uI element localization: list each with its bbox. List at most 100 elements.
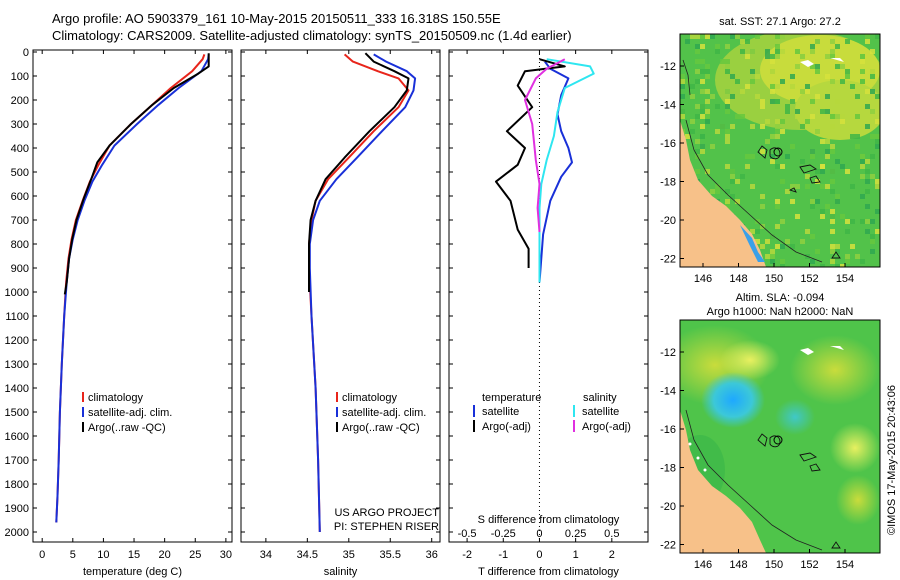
top-tick-label: -0.5 xyxy=(458,528,477,540)
y-tick-label: 1100 xyxy=(5,311,29,323)
x-tick-label: 35.5 xyxy=(380,549,401,561)
x-tick-label: -2 xyxy=(462,549,472,561)
sstAxes: 146 148 150 152 154 -12 -14 -16 -18 -20 -22 xyxy=(660,61,854,285)
map-x-tick-label: 148 xyxy=(729,273,747,285)
x-tick-label: -1 xyxy=(498,549,508,561)
map-x-tick-label: 146 xyxy=(694,273,712,285)
map-y-tick-label: -22 xyxy=(660,254,676,266)
legend-label: Argo(-adj) xyxy=(582,421,631,433)
x-tick-label: 2 xyxy=(609,549,615,561)
x-tick-label: 10 xyxy=(97,549,109,561)
map-y-tick-label: -14 xyxy=(660,100,676,112)
series-line xyxy=(63,53,210,295)
legend-label: Argo(..raw -QC) xyxy=(88,422,166,434)
map-x-tick-label: 150 xyxy=(765,559,783,571)
legend-label: satellite-adj. clim. xyxy=(342,407,426,419)
map-y-tick-label: -22 xyxy=(660,540,676,552)
chart-3: -2 -1 0 1 2 T difference from climatology -0.5… xyxy=(448,49,649,578)
y-tick-label: 200 xyxy=(11,95,29,107)
legend-header-salinity: salinity xyxy=(583,392,617,404)
sla-map-title1: Altim. SLA: -0.094 xyxy=(736,292,825,304)
series-line xyxy=(495,58,566,268)
figure-title-line2: Climatology: CARS2009. Satellite-adjuste… xyxy=(52,28,572,43)
chart-2: 34 34.5 35 35.5 36 salinity climatology satelli… xyxy=(240,49,441,578)
legend-label: Argo(-adj) xyxy=(482,421,531,433)
map-y-tick-label: -12 xyxy=(660,61,676,73)
x-tick-label: 5 xyxy=(70,549,76,561)
legend-label: satellite xyxy=(582,406,619,418)
slaAxes: 146 148 150 152 154 -12 -14 -16 -18 -20 -22 xyxy=(660,347,854,571)
top-tick-label: 0.25 xyxy=(565,528,586,540)
sla-map-title2: Argo h1000: NaN h2000: NaN xyxy=(707,306,854,318)
y-tick-label: 500 xyxy=(11,167,29,179)
y-tick-label: 900 xyxy=(11,263,29,275)
legend-label: climatology xyxy=(342,392,398,404)
y-tick-label: 700 xyxy=(11,215,29,227)
series-line xyxy=(524,58,566,233)
y-tick-label: 600 xyxy=(11,191,29,203)
legend-label: Argo(..raw -QC) xyxy=(342,422,420,434)
x-tick-label: 20 xyxy=(159,549,171,561)
y-tick-label: 1600 xyxy=(5,431,29,443)
x-tick-label: 34 xyxy=(260,549,272,561)
x-tick-label: 34.5 xyxy=(297,549,318,561)
map-x-tick-label: 152 xyxy=(800,273,818,285)
series-line xyxy=(55,54,210,523)
series-line xyxy=(538,58,595,283)
map-x-tick-label: 152 xyxy=(800,559,818,571)
x-tick-label: 30 xyxy=(220,549,232,561)
series-line xyxy=(308,52,410,292)
legend-label: satellite xyxy=(482,406,519,418)
map-y-tick-label: -16 xyxy=(660,424,676,436)
top-axis-label: S difference from climatology xyxy=(478,514,620,526)
sst-texture xyxy=(680,34,880,267)
figure-title-line1: Argo profile: AO 5903379_161 10-May-2015… xyxy=(52,11,501,26)
map-x-tick-label: 154 xyxy=(836,273,854,285)
chart-1: 0100200300400500600700800900100011001200… xyxy=(5,47,233,578)
top-tick-label: 0 xyxy=(536,528,542,540)
annotation-pi: PI: STEPHEN RISER xyxy=(334,521,439,533)
series-line xyxy=(538,61,573,283)
y-tick-label: 1200 xyxy=(5,335,29,347)
map-y-tick-label: -20 xyxy=(660,215,676,227)
x-tick-label: 0 xyxy=(39,549,45,561)
sst-map-title: sat. SST: 27.1 Argo: 27.2 xyxy=(719,16,841,28)
map-y-tick-label: -12 xyxy=(660,347,676,359)
x-axis-label: salinity xyxy=(324,566,358,578)
y-tick-label: 800 xyxy=(11,239,29,251)
y-tick-label: 1800 xyxy=(5,479,29,491)
series-line xyxy=(308,53,417,533)
chart-frame xyxy=(240,49,441,543)
map-x-tick-label: 148 xyxy=(729,559,747,571)
map-y-tick-label: -16 xyxy=(660,138,676,150)
y-tick-label: 1900 xyxy=(5,503,29,515)
x-tick-label: 36 xyxy=(426,549,438,561)
sst-map-frame xyxy=(679,33,881,268)
x-axis-label: T difference from climatology xyxy=(478,566,619,578)
y-tick-label: 100 xyxy=(11,71,29,83)
y-tick-label: 300 xyxy=(11,119,29,131)
y-tick-label: 1300 xyxy=(5,359,29,371)
x-axis-label: temperature (deg C) xyxy=(83,566,182,578)
map-x-tick-label: 146 xyxy=(694,559,712,571)
chart-frame xyxy=(448,49,649,543)
x-tick-label: 25 xyxy=(189,549,201,561)
sst-map xyxy=(680,34,880,267)
legend-header-temperature: temperature xyxy=(482,392,541,404)
top-tick-label: -0.25 xyxy=(491,528,516,540)
map-y-tick-label: -20 xyxy=(660,501,676,513)
x-tick-label: 0 xyxy=(536,549,542,561)
y-tick-label: 1700 xyxy=(5,455,29,467)
map-y-tick-label: -18 xyxy=(660,177,676,189)
y-tick-label: 400 xyxy=(11,143,29,155)
legend-label: climatology xyxy=(88,392,144,404)
y-tick-label: 0 xyxy=(23,47,29,59)
x-tick-label: 35 xyxy=(343,549,355,561)
annotation-project: US ARGO PROJECT xyxy=(334,507,439,519)
x-tick-label: 1 xyxy=(573,549,579,561)
y-tick-label: 2000 xyxy=(5,527,29,539)
top-tick-label: 0.5 xyxy=(604,528,619,540)
map-y-tick-label: -18 xyxy=(660,463,676,475)
x-tick-label: 15 xyxy=(128,549,140,561)
y-tick-label: 1500 xyxy=(5,407,29,419)
